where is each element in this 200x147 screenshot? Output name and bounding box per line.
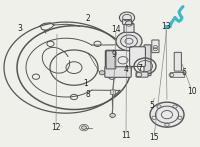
FancyBboxPatch shape [144,45,151,76]
Circle shape [99,71,105,75]
FancyBboxPatch shape [170,73,185,77]
Text: 3: 3 [18,24,22,33]
Text: 6: 6 [182,68,186,77]
FancyBboxPatch shape [106,51,116,69]
Text: 1: 1 [84,78,88,88]
Text: 15: 15 [149,133,159,142]
FancyBboxPatch shape [130,47,145,66]
FancyBboxPatch shape [111,90,115,95]
FancyBboxPatch shape [136,72,148,77]
Text: 8: 8 [86,90,90,99]
Text: 13: 13 [161,22,171,31]
FancyBboxPatch shape [105,50,132,70]
Text: 9: 9 [112,50,116,59]
Circle shape [150,102,184,127]
FancyBboxPatch shape [174,52,181,71]
FancyBboxPatch shape [105,67,131,77]
Text: 5: 5 [150,101,154,110]
FancyBboxPatch shape [123,20,132,24]
Text: 4: 4 [124,65,128,74]
Circle shape [110,113,115,117]
Text: 11: 11 [121,131,131,141]
Text: 7: 7 [138,64,142,73]
Circle shape [116,32,142,51]
Text: 2: 2 [86,14,90,23]
Text: 12: 12 [51,123,61,132]
Circle shape [82,126,86,129]
Text: 10: 10 [187,87,197,96]
FancyBboxPatch shape [124,24,134,32]
Circle shape [119,12,135,23]
FancyBboxPatch shape [152,40,159,53]
Text: 14: 14 [111,25,121,34]
